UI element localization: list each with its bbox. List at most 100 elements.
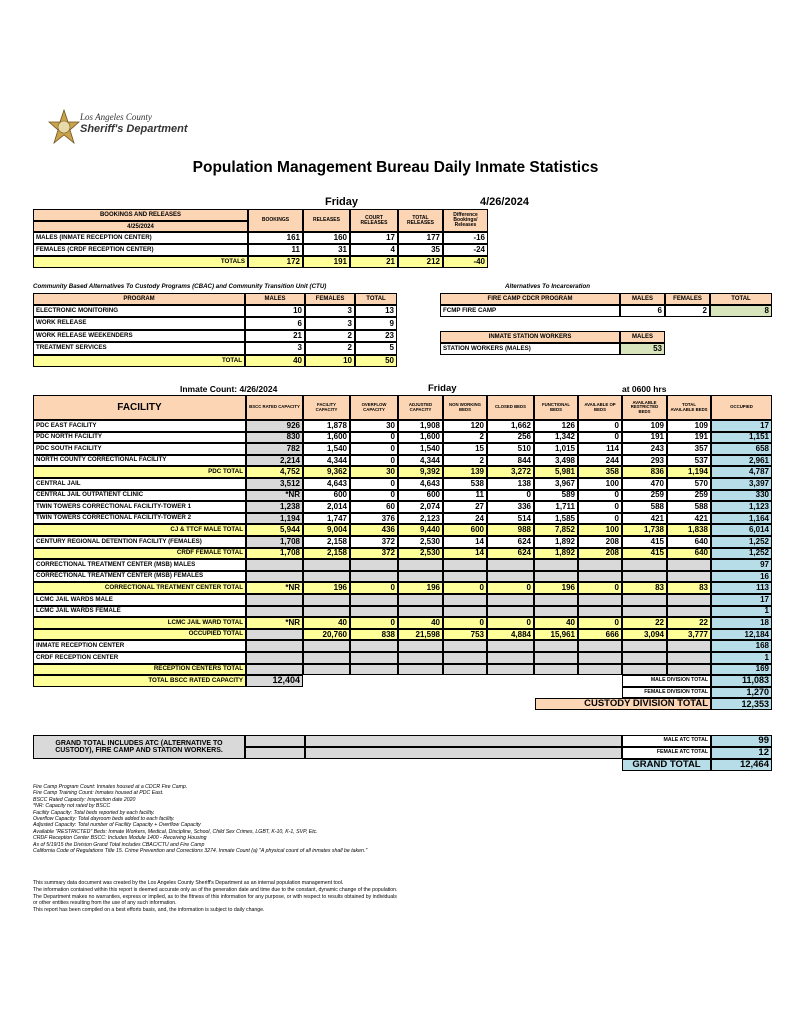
cell: 357 [667,443,711,455]
empty-cell [667,594,711,606]
cell: 830 [246,431,303,444]
cell: 1,194 [246,512,303,525]
cell: 782 [246,443,303,455]
note: CRDF Reception Center BSCC: Includes Mod… [33,835,207,842]
empty-cell [303,640,350,652]
empty-cell [246,605,303,618]
cell: 11 [443,489,487,502]
cell: 169 [711,663,772,676]
cell: 243 [622,443,667,455]
cell: 293 [622,454,667,467]
cell: 436 [350,524,398,536]
empty-cell [350,652,398,664]
cell: 2,530 [398,536,443,548]
cell: 1,123 [711,501,772,513]
cell: 372 [350,547,398,560]
row-label: FCMP FIRE CAMP [440,305,620,317]
cell: 3,272 [487,466,534,478]
cell: 372 [350,536,398,548]
cell: 1,151 [711,431,772,444]
empty-cell [534,594,578,606]
cell: 50 [355,354,397,367]
cell: 421 [667,512,711,525]
empty-cell [398,594,443,606]
empty-cell [443,640,487,652]
row-label: CJ & TTCF MALE TOTAL [33,524,246,536]
column-header: MALES [245,293,305,305]
cell: 5 [355,342,397,355]
cell: 2,961 [711,454,772,467]
row-label: RECEPTION CENTERS TOTAL [33,663,246,676]
cell: 22 [667,617,711,629]
empty-cell [303,605,350,618]
cell: 21 [350,256,398,268]
cell: 138 [487,478,534,490]
cell: 191 [667,431,711,444]
row-label: NORTH COUNTY CORRECTIONAL FACILITY [33,454,246,467]
column-header: FEMALES [305,293,355,305]
note: *NR: Capacity not rated by BSCC [33,803,111,810]
row-label: STATION WORKERS (MALES) [440,343,620,355]
cell: 1,600 [398,431,443,444]
cell: 415 [622,547,667,560]
division-label: FEMALE DIVISION TOTAL [622,686,711,699]
cell: 838 [350,628,398,641]
cell: *NR [246,582,303,594]
cell: 0 [350,489,398,502]
empty-cell [622,640,667,652]
row-label: TOTAL [33,354,245,367]
page-title: Population Management Bureau Daily Inmat… [192,159,599,176]
column-header: FACILITY CAPACITY [303,395,350,420]
cell: 120 [443,420,487,432]
empty-cell [667,605,711,618]
row-label: FEMALES (CRDF RECEPTION CENTER) [33,244,248,256]
cell: 1,238 [246,501,303,513]
cell: 22 [622,617,667,629]
cell: 753 [443,628,487,641]
cell: 17 [711,594,772,606]
cell: 0 [350,582,398,594]
column-header: TOTAL [710,293,772,305]
cell: 4,884 [487,628,534,641]
empty-cell [350,594,398,606]
column-header: MALES [620,293,665,305]
cell: 836 [622,466,667,478]
cell: 3,777 [667,628,711,641]
cell: 0 [578,420,622,432]
column-header: FACILITY [33,395,246,420]
column-header: BOOKINGS [248,209,303,232]
cell: 2,214 [246,454,303,467]
cell: 570 [667,478,711,490]
cell: 1,585 [534,512,578,525]
column-header: ADJUSTED CAPACITY [398,395,443,420]
cell: 40 [245,354,305,367]
cell: 0 [487,489,534,502]
cell: 9,004 [303,524,350,536]
cell: 191 [303,256,350,268]
cell: 8 [710,305,772,317]
cell: 0 [578,617,622,629]
division-value: 1,270 [711,686,772,699]
cell: 160 [303,232,350,244]
cell: 83 [622,582,667,594]
row-label: CRDF RECEPTION CENTER [33,652,246,664]
row-label: TWIN TOWERS CORRECTIONAL FACILITY-TOWER … [33,501,246,513]
column-header: TOTAL RELEASES [398,209,443,232]
inmate-count-day: Friday [428,383,457,394]
row-label: TREATMENT SERVICES [33,342,245,355]
column-header: TOTAL AVAILABLE BEDS [667,395,711,420]
cell: 1,600 [303,431,350,444]
cell: 14 [443,536,487,548]
cell: 588 [622,501,667,513]
cell: 3 [305,305,355,318]
empty-cell [534,559,578,571]
empty-cell [487,605,534,618]
empty-cell [622,605,667,618]
cell: 60 [350,501,398,513]
row-label: CENTRAL JAIL [33,478,246,490]
empty-cell [534,640,578,652]
cell: 1,662 [487,420,534,432]
cell: 196 [398,582,443,594]
empty-cell [667,663,711,676]
empty-cell [303,570,350,583]
